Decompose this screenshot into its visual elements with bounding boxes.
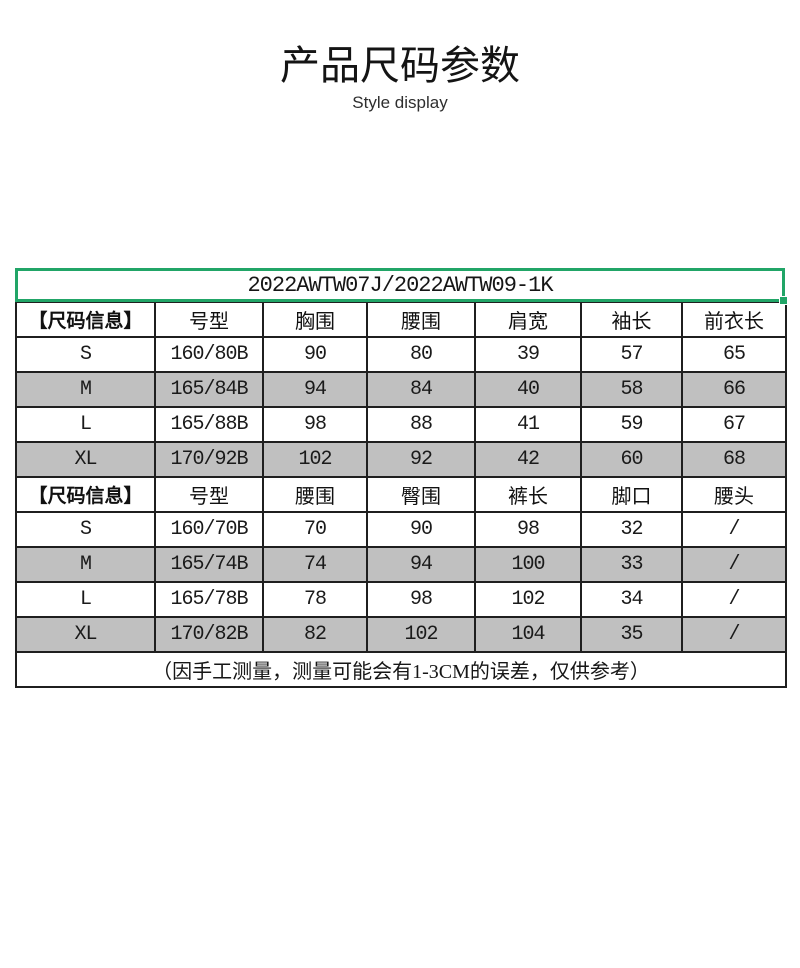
size-cell: 41 xyxy=(474,406,582,443)
size-cell: 160/80B xyxy=(154,336,264,373)
size-cell: 60 xyxy=(580,441,683,478)
size-cell: 165/78B xyxy=(154,581,264,618)
size-cell: 78 xyxy=(262,581,368,618)
size-cell: 57 xyxy=(580,336,683,373)
header-cell: 腰头 xyxy=(681,476,787,513)
size-cell: 58 xyxy=(580,371,683,408)
header-cell: 肩宽 xyxy=(474,301,582,338)
table-row: M 165/74B 74 94 100 33 / xyxy=(15,546,787,583)
size-cell: 100 xyxy=(474,546,582,583)
size-cell: 104 xyxy=(474,616,582,653)
selection-fill-handle-icon xyxy=(779,296,788,305)
size-cell: 92 xyxy=(366,441,476,478)
header-cell: 脚口 xyxy=(580,476,683,513)
size-cell: M xyxy=(15,546,156,583)
size-cell: 102 xyxy=(262,441,368,478)
size-cell: 68 xyxy=(681,441,787,478)
size-cell: / xyxy=(681,546,787,583)
size-cell: / xyxy=(681,581,787,618)
size-table: 【尺码信息】 号型 胸围 腰围 肩宽 袖长 前衣长 S 160/80B 90 8… xyxy=(15,301,787,688)
size-cell: 102 xyxy=(366,616,476,653)
table-row: M 165/84B 94 84 40 58 66 xyxy=(15,371,787,408)
header-cell: 号型 xyxy=(154,301,264,338)
table-row: XL 170/92B 102 92 42 60 68 xyxy=(15,441,787,478)
size-cell: 39 xyxy=(474,336,582,373)
page-title: 产品尺码参数 xyxy=(280,43,520,88)
size-cell: 35 xyxy=(580,616,683,653)
size-cell: M xyxy=(15,371,156,408)
section2-header-row: 【尺码信息】 号型 腰围 臀围 裤长 脚口 腰头 xyxy=(15,476,787,513)
size-cell: 33 xyxy=(580,546,683,583)
size-cell: L xyxy=(15,581,156,618)
size-cell: 42 xyxy=(474,441,582,478)
table-row: L 165/78B 78 98 102 34 / xyxy=(15,581,787,618)
page-subtitle: Style display xyxy=(352,93,448,112)
table-row: S 160/70B 70 90 98 32 / xyxy=(15,511,787,548)
size-cell: 66 xyxy=(681,371,787,408)
size-cell: 32 xyxy=(580,511,683,548)
header-cell: 袖长 xyxy=(580,301,683,338)
size-cell: 170/92B xyxy=(154,441,264,478)
header-cell: 臀围 xyxy=(366,476,476,513)
size-cell: XL xyxy=(15,616,156,653)
size-cell: 170/82B xyxy=(154,616,264,653)
size-cell: 74 xyxy=(262,546,368,583)
size-cell: 102 xyxy=(474,581,582,618)
header-cell: 前衣长 xyxy=(681,301,787,338)
size-cell: 84 xyxy=(366,371,476,408)
size-cell: 59 xyxy=(580,406,683,443)
header-cell: 胸围 xyxy=(262,301,368,338)
product-code-cell: 2022AWTW07J/2022AWTW09-1K xyxy=(15,268,788,305)
size-cell: 90 xyxy=(262,336,368,373)
size-cell: 40 xyxy=(474,371,582,408)
size-cell: 82 xyxy=(262,616,368,653)
size-cell: 94 xyxy=(262,371,368,408)
size-cell: S xyxy=(15,511,156,548)
header-cell: 裤长 xyxy=(474,476,582,513)
header-cell: 【尺码信息】 xyxy=(15,476,156,513)
size-cell: S xyxy=(15,336,156,373)
header-cell: 腰围 xyxy=(366,301,476,338)
header-cell: 【尺码信息】 xyxy=(15,301,156,338)
size-cell: 160/70B xyxy=(154,511,264,548)
measurement-note: （因手工测量，测量可能会有1-3CM的误差，仅供参考） xyxy=(15,651,787,688)
size-cell: 165/74B xyxy=(154,546,264,583)
header-cell: 号型 xyxy=(154,476,264,513)
table-row: S 160/80B 90 80 39 57 65 xyxy=(15,336,787,373)
size-cell: 98 xyxy=(366,581,476,618)
table-row: XL 170/82B 82 102 104 35 / xyxy=(15,616,787,653)
size-cell: L xyxy=(15,406,156,443)
size-cell: 98 xyxy=(474,511,582,548)
size-chart: 2022AWTW07J/2022AWTW09-1K 【尺码信息】 号型 胸围 腰… xyxy=(15,268,788,688)
size-cell: 165/88B xyxy=(154,406,264,443)
size-cell: 90 xyxy=(366,511,476,548)
size-cell: 70 xyxy=(262,511,368,548)
product-code: 2022AWTW07J/2022AWTW09-1K xyxy=(247,272,553,298)
section1-header-row: 【尺码信息】 号型 胸围 腰围 肩宽 袖长 前衣长 xyxy=(15,301,787,338)
size-cell: 65 xyxy=(681,336,787,373)
size-cell: 165/84B xyxy=(154,371,264,408)
size-cell: 94 xyxy=(366,546,476,583)
size-cell: XL xyxy=(15,441,156,478)
size-cell: 67 xyxy=(681,406,787,443)
size-cell: / xyxy=(681,616,787,653)
note-row: （因手工测量，测量可能会有1-3CM的误差，仅供参考） xyxy=(15,651,787,688)
size-cell: 98 xyxy=(262,406,368,443)
size-cell: 34 xyxy=(580,581,683,618)
size-cell: 80 xyxy=(366,336,476,373)
size-cell: / xyxy=(681,511,787,548)
size-cell: 88 xyxy=(366,406,476,443)
header-cell: 腰围 xyxy=(262,476,368,513)
table-row: L 165/88B 98 88 41 59 67 xyxy=(15,406,787,443)
